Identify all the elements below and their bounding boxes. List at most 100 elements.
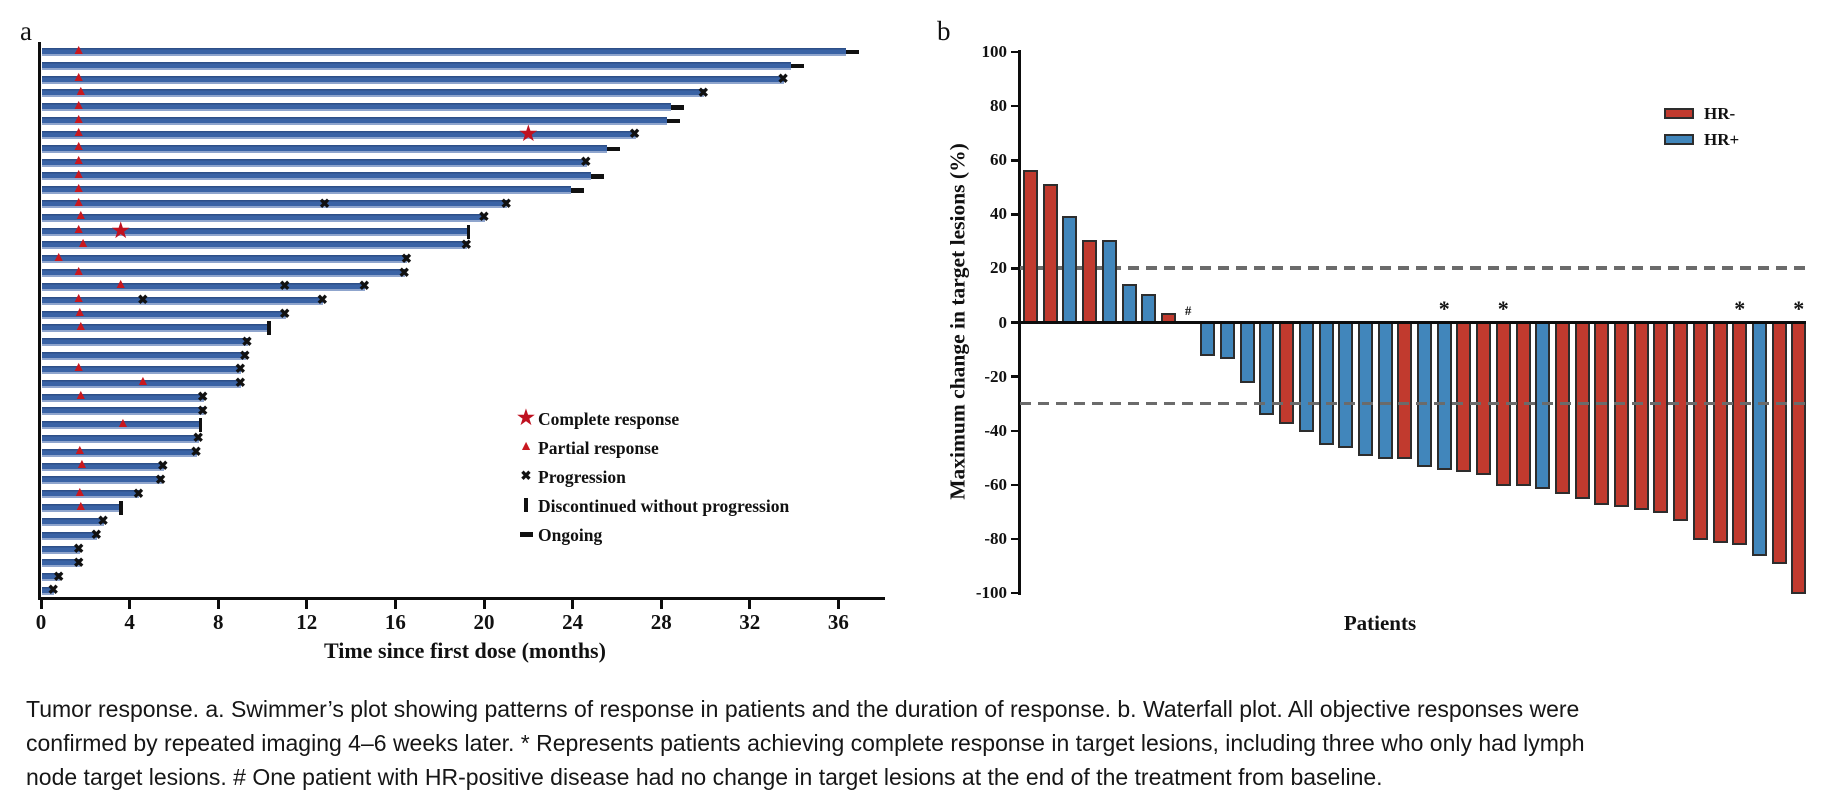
waterfall-bar bbox=[1791, 321, 1807, 594]
waterfall-y-tick bbox=[1011, 213, 1019, 216]
panel-a-letter: a bbox=[20, 16, 32, 46]
waterfall-bar bbox=[1614, 321, 1629, 508]
waterfall-y-tick bbox=[1011, 267, 1019, 270]
swimmer-x-tick bbox=[571, 600, 575, 609]
swimmer-bar bbox=[42, 504, 122, 513]
progression-marker: ✖ bbox=[777, 71, 789, 87]
partial-response-marker: ▲ bbox=[135, 374, 150, 390]
waterfall-bar bbox=[1377, 321, 1393, 459]
swimmer-bar bbox=[42, 158, 587, 167]
legend-label-hr-neg: HR- bbox=[1704, 104, 1736, 123]
swimmer-legend-label: Complete response bbox=[538, 409, 680, 429]
progression-marker: ✖ bbox=[234, 375, 246, 391]
progression-marker: ✖ bbox=[234, 361, 246, 377]
partial-response-marker: ▲ bbox=[73, 83, 88, 99]
progression-marker: ✖ bbox=[197, 402, 209, 418]
partial-response-marker: ▲ bbox=[71, 70, 86, 86]
progression-marker: ✖ bbox=[241, 333, 253, 349]
swimmer-bar bbox=[42, 186, 572, 195]
waterfall-y-tick-label: 80 bbox=[990, 96, 1007, 116]
discontinued-marker bbox=[118, 501, 123, 516]
panel-a: a 0 4 8 12 16 20 24 28 32 36 ▲ ▲ ✖ ▲ ✖ ▲ ▲ ▲ ★ ✖ ▲ ▲ ✖ ▲ ▲ ▲ ✖ ✖ ▲ ✖ ▲… bbox=[0, 0, 930, 690]
waterfall-bar bbox=[1141, 294, 1157, 324]
reference-dashed-line bbox=[1020, 401, 1806, 406]
waterfall-y-tick bbox=[1011, 483, 1019, 487]
progression-icon: ✖ bbox=[520, 468, 532, 483]
waterfall-legend: HR- HR+ bbox=[1660, 100, 1830, 160]
waterfall-y-tick bbox=[1011, 321, 1019, 324]
waterfall-bar bbox=[1417, 321, 1432, 467]
swimmer-bar bbox=[42, 213, 485, 222]
waterfall-y-axis-title: Maximum change in target lesions (%) bbox=[945, 143, 970, 500]
panel-b-letter: b bbox=[937, 16, 951, 46]
swimmer-legend: ★ Complete response ▲ Partial response ✖ Prog… bbox=[510, 408, 870, 553]
partial-response-marker: ▲ bbox=[71, 291, 86, 307]
ongoing-marker bbox=[571, 188, 585, 193]
progression-marker: ✖ bbox=[73, 541, 85, 557]
swimmer-bar bbox=[42, 48, 847, 56]
swimmer-bar bbox=[42, 241, 468, 250]
progression-marker: ✖ bbox=[398, 264, 410, 280]
swimmer-x-axis-title: Time since first dose (months) bbox=[324, 638, 606, 663]
swimmer-bar bbox=[42, 448, 198, 457]
swimmer-x-tick-label: 36 bbox=[827, 610, 849, 634]
partial-response-marker: ▲ bbox=[75, 457, 89, 473]
swimmer-bar bbox=[42, 338, 248, 347]
swimmer-bar bbox=[42, 61, 791, 70]
swimmer-bar bbox=[42, 490, 140, 499]
waterfall-y-tick-label: -60 bbox=[984, 474, 1007, 494]
swimmer-bar bbox=[42, 365, 242, 374]
swimmer-bar bbox=[42, 310, 286, 319]
waterfall-bar bbox=[1082, 240, 1098, 324]
progression-marker: ✖ bbox=[478, 209, 490, 225]
partial-response-marker: ▲ bbox=[72, 305, 87, 321]
partial-response-marker: ▲ bbox=[72, 443, 87, 459]
waterfall-y-tick bbox=[1011, 537, 1019, 541]
progression-marker: ✖ bbox=[279, 306, 291, 322]
progression-marker: ✖ bbox=[197, 389, 209, 404]
waterfall-bar bbox=[1476, 321, 1492, 475]
waterfall-y-tick bbox=[1011, 104, 1019, 108]
partial-response-marker: ▲ bbox=[73, 388, 88, 403]
progression-marker: ✖ bbox=[500, 195, 512, 211]
partial-response-marker: ▲ bbox=[71, 125, 86, 141]
waterfall-bar bbox=[1318, 321, 1334, 446]
partial-response-marker: ▲ bbox=[71, 180, 86, 196]
swimmer-x-tick bbox=[659, 600, 663, 609]
swimmer-x-tick-label: 16 bbox=[384, 610, 406, 634]
progression-marker: ✖ bbox=[137, 292, 149, 308]
swimmer-legend-item: ✖ Progression bbox=[510, 466, 870, 490]
progression-marker: ✖ bbox=[133, 485, 144, 501]
ongoing-marker bbox=[666, 118, 680, 124]
waterfall-y-tick-label: -100 bbox=[975, 583, 1007, 602]
waterfall-x-axis-title: Patients bbox=[1343, 611, 1417, 635]
swimmer-bar bbox=[42, 255, 408, 264]
partial-response-marker: ▲ bbox=[116, 415, 130, 431]
waterfall-bar bbox=[1220, 321, 1235, 359]
swimmer-bar bbox=[42, 573, 60, 582]
reference-dashed-line bbox=[1020, 266, 1806, 271]
ongoing-marker bbox=[846, 49, 860, 55]
waterfall-y-tick-label: 40 bbox=[990, 204, 1007, 224]
waterfall-bar bbox=[1200, 321, 1216, 356]
waterfall-zero-line bbox=[1018, 321, 1806, 324]
discontinued-marker bbox=[198, 418, 203, 433]
swimmer-x-tick-label: 24 bbox=[562, 610, 584, 634]
swimmer-legend-item: Discontinued without progression bbox=[510, 495, 870, 519]
waterfall-bar bbox=[1062, 216, 1078, 324]
partial-response-marker: ▲ bbox=[72, 484, 87, 500]
discontinued-icon bbox=[524, 498, 528, 512]
swimmer-x-tick bbox=[128, 600, 132, 609]
ongoing-marker bbox=[671, 105, 685, 110]
waterfall-bar bbox=[1594, 321, 1610, 505]
partial-response-marker: ▲ bbox=[73, 208, 88, 224]
partial-response-marker: ▲ bbox=[51, 249, 66, 265]
partial-response-icon: ▲ bbox=[519, 439, 533, 454]
legend-label-hr-pos: HR+ bbox=[1704, 130, 1740, 149]
discontinued-marker bbox=[267, 321, 271, 336]
progression-marker: ✖ bbox=[401, 250, 412, 266]
figure-caption: Tumor response. a. Swimmer’s plot showin… bbox=[26, 692, 1585, 794]
caption-line-2: confirmed by repeated imaging 4–6 weeks … bbox=[26, 730, 1585, 756]
swimmer-bar bbox=[42, 200, 508, 209]
